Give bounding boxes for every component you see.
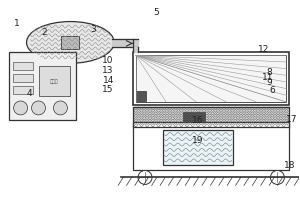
Text: 15: 15 <box>102 85 114 94</box>
Circle shape <box>32 101 46 115</box>
Text: 18: 18 <box>284 161 296 170</box>
Text: 8: 8 <box>267 68 272 77</box>
Bar <box>9 52 76 120</box>
Bar <box>183 112 205 124</box>
Bar <box>133 107 290 127</box>
Text: 1: 1 <box>14 19 20 28</box>
Bar <box>13 62 32 70</box>
Bar <box>38 66 70 96</box>
Bar <box>61 36 79 49</box>
Text: 显示屏: 显示屏 <box>50 79 59 84</box>
Text: 12: 12 <box>258 45 269 54</box>
Bar <box>133 122 290 170</box>
Bar <box>13 74 32 82</box>
Text: 10: 10 <box>102 56 114 65</box>
Text: 11: 11 <box>262 73 274 82</box>
Text: 5: 5 <box>153 8 159 17</box>
Text: 14: 14 <box>103 76 114 85</box>
Text: 16: 16 <box>192 116 203 125</box>
Circle shape <box>270 171 284 184</box>
Circle shape <box>53 101 68 115</box>
Text: 19: 19 <box>192 136 203 145</box>
Bar <box>163 130 232 165</box>
Bar <box>136 91 146 101</box>
Circle shape <box>138 171 152 184</box>
Text: 17: 17 <box>286 115 298 124</box>
Text: 6: 6 <box>270 86 275 95</box>
Text: 2: 2 <box>41 28 47 37</box>
Ellipse shape <box>27 22 114 63</box>
Text: 13: 13 <box>102 66 114 75</box>
Text: 4: 4 <box>26 89 32 98</box>
Text: 9: 9 <box>267 78 272 87</box>
Bar <box>133 127 290 130</box>
Circle shape <box>14 101 28 115</box>
Bar <box>133 52 290 105</box>
Text: 3: 3 <box>90 25 96 34</box>
Bar <box>136 55 286 102</box>
Bar <box>13 86 32 94</box>
